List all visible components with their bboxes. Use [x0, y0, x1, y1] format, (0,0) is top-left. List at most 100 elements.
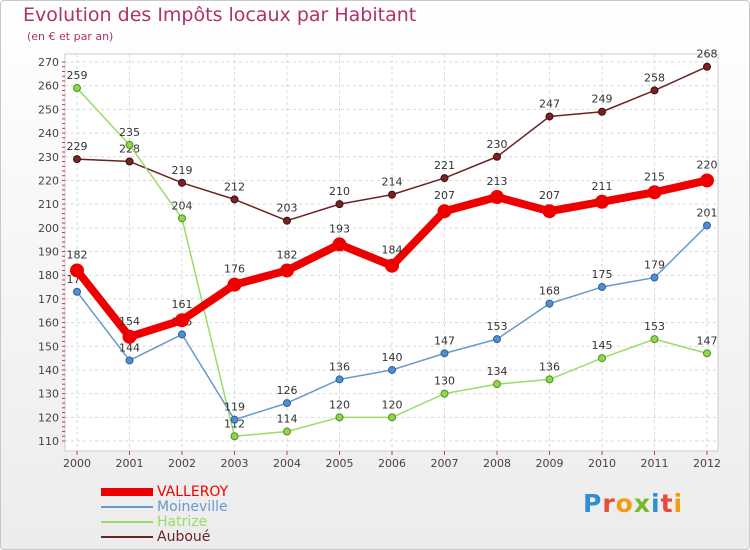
data-label-hatrize: 147: [697, 334, 718, 347]
legend-label: Hatrize: [157, 514, 208, 530]
data-point-hatrize: [125, 140, 134, 149]
data-label-valleroy: 215: [644, 170, 665, 183]
data-point-valleroy: [647, 185, 662, 200]
data-label-hatrize: 204: [172, 199, 193, 212]
data-label-valleroy: 184: [382, 244, 403, 257]
data-point-moineville: [545, 299, 554, 308]
x-tick-label: 2009: [536, 457, 564, 470]
data-point-moineville: [388, 365, 396, 374]
y-tick-label: 250: [38, 103, 59, 116]
legend-item-aubou: Auboué: [101, 529, 301, 545]
data-point-aubou: [493, 152, 501, 161]
data-label-hatrize: 235: [119, 126, 140, 139]
data-point-hatrize: [178, 214, 186, 223]
data-point-moineville: [125, 356, 134, 365]
data-point-aubou: [545, 112, 554, 121]
data-point-aubou: [598, 107, 606, 116]
proxiti-logo: Proxiti: [583, 489, 684, 518]
data-point-moineville: [598, 283, 606, 292]
y-tick-label: 220: [38, 174, 59, 187]
data-label-aubou: 210: [329, 185, 350, 198]
data-point-aubou: [230, 195, 239, 204]
data-label-valleroy: 211: [592, 180, 613, 193]
data-point-moineville: [178, 330, 186, 339]
x-tick-label: 2011: [641, 457, 669, 470]
data-point-hatrize: [545, 375, 554, 384]
x-tick-label: 2003: [221, 457, 249, 470]
data-label-moineville: 119: [224, 401, 245, 414]
y-tick-label: 140: [38, 364, 59, 377]
data-label-aubou: 214: [382, 176, 403, 189]
x-tick-label: 2004: [273, 457, 301, 470]
data-label-hatrize: 120: [329, 398, 350, 411]
data-label-valleroy: 182: [67, 248, 88, 261]
data-label-hatrize: 145: [592, 339, 613, 352]
data-label-hatrize: 120: [382, 398, 403, 411]
x-tick-label: 2005: [326, 457, 354, 470]
data-label-moineville: 140: [382, 351, 403, 364]
data-point-moineville: [703, 221, 711, 230]
y-tick-label: 260: [38, 80, 59, 93]
data-label-valleroy: 213: [487, 175, 508, 188]
legend-swatch: [101, 536, 153, 538]
data-point-valleroy: [385, 258, 399, 273]
data-point-valleroy: [542, 204, 557, 219]
data-point-hatrize: [703, 349, 711, 358]
chart-subtitle: (en € et par an): [27, 30, 114, 43]
data-point-hatrize: [230, 432, 239, 441]
data-label-hatrize: 130: [434, 375, 455, 388]
data-point-moineville: [73, 287, 81, 296]
y-tick-label: 200: [38, 222, 59, 235]
data-point-valleroy: [227, 277, 242, 292]
legend-label: Moineville: [157, 499, 228, 515]
data-point-hatrize: [598, 354, 606, 363]
data-label-aubou: 268: [697, 48, 718, 61]
data-point-aubou: [73, 155, 81, 164]
data-label-hatrize: 134: [487, 365, 508, 378]
data-label-moineville: 168: [539, 285, 560, 298]
data-label-aubou: 221: [434, 159, 455, 172]
data-point-moineville: [493, 335, 501, 344]
x-tick-label: 2001: [116, 457, 144, 470]
data-label-aubou: 219: [172, 164, 193, 177]
legend-item-moineville: Moineville: [101, 499, 301, 515]
data-point-aubou: [283, 216, 291, 225]
data-point-hatrize: [283, 427, 291, 436]
data-point-moineville: [230, 415, 239, 424]
data-point-moineville: [283, 399, 291, 408]
legend-item-hatrize: Hatrize: [101, 514, 301, 530]
data-label-moineville: 126: [277, 384, 298, 397]
data-label-valleroy: 220: [697, 158, 718, 171]
legend-swatch: [101, 506, 153, 508]
data-point-aubou: [178, 178, 186, 187]
y-tick-label: 120: [38, 411, 59, 424]
chart-title: Evolution des Impôts locaux par Habitant: [23, 4, 417, 26]
data-label-moineville: 144: [119, 341, 140, 354]
data-label-moineville: 153: [487, 320, 508, 333]
data-label-aubou: 212: [224, 180, 245, 193]
data-label-moineville: 179: [644, 259, 665, 272]
data-label-aubou: 249: [592, 93, 613, 106]
legend-label: Auboué: [157, 529, 211, 545]
legend-label: VALLEROY: [157, 484, 229, 500]
data-point-aubou: [335, 200, 344, 209]
data-point-valleroy: [700, 173, 714, 188]
data-label-hatrize: 259: [67, 69, 88, 82]
data-label-valleroy: 193: [329, 222, 350, 235]
data-point-aubou: [650, 86, 659, 95]
data-point-hatrize: [493, 380, 501, 389]
data-label-valleroy: 207: [539, 189, 560, 202]
data-point-moineville: [335, 375, 344, 384]
data-point-valleroy: [595, 194, 609, 209]
data-point-aubou: [388, 190, 396, 199]
data-label-aubou: 203: [277, 202, 298, 215]
data-point-valleroy: [70, 263, 84, 278]
data-point-valleroy: [490, 190, 504, 205]
data-label-moineville: 136: [329, 360, 350, 373]
data-point-hatrize: [440, 389, 449, 398]
data-point-valleroy: [437, 204, 452, 219]
data-point-moineville: [440, 349, 449, 358]
data-label-aubou: 247: [539, 97, 560, 110]
data-label-valleroy: 161: [172, 298, 193, 311]
